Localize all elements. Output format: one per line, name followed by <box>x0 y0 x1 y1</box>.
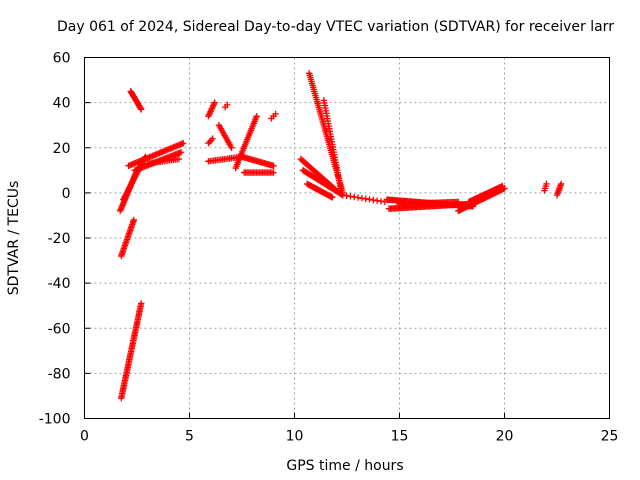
chart-title: Day 061 of 2024, Sidereal Day-to-day VTE… <box>57 19 614 35</box>
x-tick-label: 10 <box>286 429 304 445</box>
plus-marker <box>130 216 138 224</box>
plus-marker <box>180 140 187 147</box>
x-tick-label: 0 <box>80 429 89 445</box>
y-tick-label: -80 <box>48 366 71 382</box>
y-tick-label: -20 <box>48 231 71 247</box>
plus-marker <box>270 169 277 176</box>
plus-marker <box>224 101 231 109</box>
plus-marker <box>175 155 183 163</box>
plus-marker <box>253 112 260 120</box>
series-arc-top-left <box>127 88 145 113</box>
series-arc-eight-flat-b <box>240 169 277 176</box>
plus-marker <box>543 180 550 188</box>
plus-marker <box>177 149 185 156</box>
plus-marker <box>209 135 216 142</box>
series-arc-eight-flat-a <box>238 153 277 169</box>
series-arc-twentytwo-b <box>553 180 565 199</box>
series-arc-low-steep <box>118 300 145 402</box>
series-arc-twentytwo <box>541 180 550 194</box>
grid-lines <box>84 57 610 419</box>
series-arc-mid-steep <box>118 216 138 260</box>
data-points <box>117 70 565 402</box>
series-arc-upper-a <box>125 140 187 169</box>
series-arc-eleven-peak-b <box>320 97 344 192</box>
x-tick-label: 5 <box>185 429 194 445</box>
series-arc-eleven-loop <box>303 180 336 201</box>
series-arc-nine-dot <box>268 110 279 122</box>
series-arc-recover-b <box>465 182 506 206</box>
series-arc-eight-rise <box>232 112 260 172</box>
plus-marker <box>558 180 565 188</box>
y-tick-label: 60 <box>53 51 71 67</box>
plus-marker <box>338 191 345 198</box>
y-axis-label: SDTVAR / TECUs <box>6 181 22 296</box>
y-tick-label: -100 <box>39 412 71 428</box>
x-tick-label: 25 <box>601 429 619 445</box>
y-tick-label: 40 <box>53 96 71 112</box>
series-arc-six-mid <box>205 135 216 147</box>
series-arc-upper-c <box>144 155 183 167</box>
plus-marker <box>455 198 462 206</box>
plus-marker <box>270 162 277 169</box>
series-arc-trough-c <box>396 198 462 208</box>
y-tick-label: -60 <box>48 321 71 337</box>
plus-marker <box>138 106 145 113</box>
axis-ticks: 0 5 10 15 20 25 -100 -80 -60 -40 -20 0 20 40 60 <box>39 51 619 445</box>
x-tick-label: 15 <box>391 429 409 445</box>
x-tick-label: 20 <box>496 429 514 445</box>
y-tick-label: -40 <box>48 276 71 292</box>
series-arc-seven-dot <box>222 101 231 111</box>
plus-marker <box>272 110 279 118</box>
plus-marker <box>211 99 218 106</box>
x-axis-label: GPS time / hours <box>286 458 403 474</box>
series-arc-six-top <box>205 99 218 120</box>
y-tick-label: 20 <box>53 141 71 157</box>
plus-marker <box>499 182 506 190</box>
series-arc-seven-curve <box>215 121 235 151</box>
y-tick-label: 0 <box>62 186 71 202</box>
plus-marker <box>138 300 145 307</box>
plus-marker <box>228 144 235 151</box>
plus-marker <box>329 194 336 201</box>
